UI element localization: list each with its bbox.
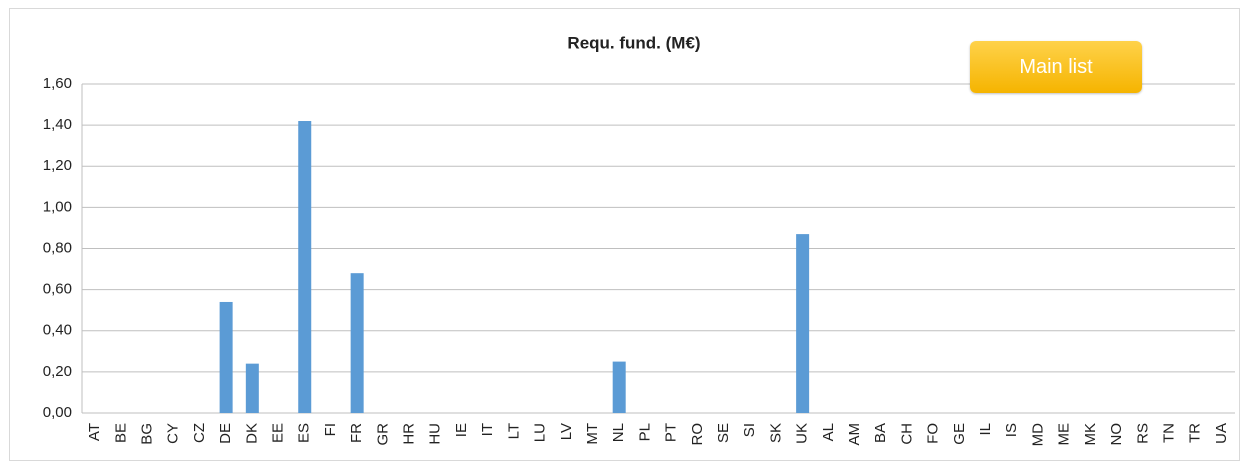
x-tick-label: ES: [296, 423, 313, 443]
x-tick-label: LU: [532, 423, 549, 442]
y-tick-label: 1,00: [43, 198, 72, 215]
bar: [219, 301, 233, 413]
y-tick-label: 0,00: [43, 404, 72, 421]
x-tick-label: MT: [584, 423, 601, 445]
x-tick-label: IE: [453, 423, 470, 437]
x-tick-label: FO: [925, 423, 942, 444]
x-tick-label: SK: [767, 423, 784, 443]
x-tick-label: RS: [1134, 423, 1151, 444]
y-tick-label: 1,20: [43, 157, 72, 174]
x-tick-label: MD: [1029, 423, 1046, 446]
y-tick-label: 1,40: [43, 116, 72, 133]
y-tick-label: 0,80: [43, 239, 72, 256]
x-tick-label: BA: [872, 423, 889, 443]
bar: [612, 361, 626, 413]
x-tick-label: HU: [427, 423, 444, 445]
x-tick-label: AM: [846, 423, 863, 446]
y-tick-label: 1,60: [43, 75, 72, 92]
x-tick-label: BE: [112, 423, 129, 443]
x-tick-label: PT: [663, 423, 680, 442]
x-tick-label: NL: [610, 423, 627, 442]
bar: [298, 121, 312, 413]
x-tick-label: UA: [1213, 423, 1230, 444]
x-tick-label: CY: [165, 423, 182, 444]
x-tick-label: FR: [348, 423, 365, 443]
x-tick-label: BG: [138, 423, 155, 445]
x-tick-label: LV: [558, 423, 575, 440]
x-tick-label: CZ: [191, 423, 208, 443]
x-tick-label: PL: [636, 423, 653, 441]
x-tick-label: TN: [1160, 423, 1177, 443]
y-tick-label: 0,20: [43, 363, 72, 380]
x-tick-label: IS: [1003, 423, 1020, 437]
x-tick-label: FI: [322, 423, 339, 436]
x-tick-label: MK: [1082, 423, 1099, 446]
x-tick-label: NO: [1108, 423, 1125, 446]
chart-title: Requ. fund. (M€): [567, 33, 700, 52]
main-list-button[interactable]: Main list: [970, 41, 1142, 93]
x-tick-label: DE: [217, 423, 234, 444]
x-tick-label: IL: [977, 423, 994, 436]
x-tick-label: EE: [270, 423, 287, 443]
bar: [245, 363, 259, 413]
x-tick-label: HR: [401, 423, 418, 445]
x-tick-label: IT: [479, 423, 496, 436]
x-tick-label: UK: [794, 423, 811, 444]
x-tick-label: GR: [374, 423, 391, 446]
bar: [796, 234, 810, 413]
x-tick-label: DK: [243, 423, 260, 444]
x-tick-label: LT: [505, 423, 522, 439]
x-tick-label: AL: [820, 423, 837, 441]
x-tick-label: AT: [86, 423, 103, 441]
x-tick-label: GE: [951, 423, 968, 445]
x-tick-label: CH: [898, 423, 915, 445]
x-tick-label: SI: [741, 423, 758, 437]
x-tick-label: RO: [689, 423, 706, 446]
x-tick-label: SE: [715, 423, 732, 443]
x-tick-label: ME: [1056, 423, 1073, 446]
y-tick-label: 0,60: [43, 281, 72, 298]
x-tick-label: TR: [1187, 423, 1204, 443]
y-tick-label: 0,40: [43, 322, 72, 339]
bar: [350, 273, 364, 413]
